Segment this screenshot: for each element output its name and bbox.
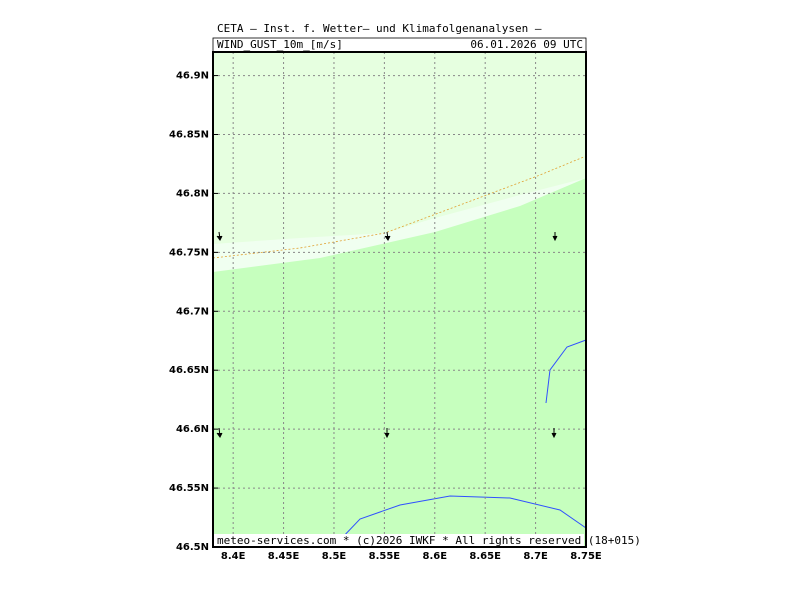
wind-arrows: [216, 231, 558, 439]
frame: [212, 51, 587, 548]
wind-arrow: [552, 232, 558, 242]
contour-line: [545, 339, 587, 404]
x-tick-label: 8.75E: [570, 551, 602, 562]
shade-mid: [213, 178, 586, 547]
header-title: CETA – Inst. f. Wetter– und Klimafolgena…: [217, 22, 542, 35]
y-tick-label: 46.65N: [169, 365, 209, 376]
y-tick-label: 46.85N: [169, 130, 209, 141]
y-tick-label: 46.75N: [169, 247, 209, 258]
y-tick-label: 46.5N: [176, 542, 209, 553]
wind-arrow: [551, 428, 557, 439]
y-tick-label: 46.7N: [176, 306, 209, 317]
y-tick-label: 46.55N: [169, 483, 209, 494]
x-tick-label: 8.4E: [221, 551, 246, 562]
wind-arrow: [384, 428, 390, 439]
footer-text: meteo-services.com * (c)2026 IWKF * All …: [217, 534, 641, 547]
footer-box: [214, 534, 584, 546]
x-tick-label: 8.5E: [322, 551, 347, 562]
x-tick-label: 8.65E: [469, 551, 501, 562]
contour-line: [339, 495, 587, 541]
wind-arrow: [216, 427, 223, 438]
wind-arrow: [384, 231, 391, 241]
y-tick-label: 46.6N: [176, 424, 209, 435]
x-tick-label: 8.45E: [268, 551, 300, 562]
field-name: WIND_GUST_10m_[m/s]: [217, 38, 343, 51]
y-tick-label: 46.8N: [176, 188, 209, 199]
x-tick-label: 8.6E: [423, 551, 448, 562]
valid-time: 06.01.2026 09 UTC: [470, 38, 583, 51]
plot-area: meteo-services.com * (c)2026 IWKF * All …: [212, 51, 641, 548]
x-tick-label: 8.7E: [523, 551, 548, 562]
wind-arrow: [216, 231, 223, 241]
y-tick-label: 46.9N: [176, 71, 209, 82]
contour-dotted: [212, 155, 587, 259]
x-tick-label: 8.55E: [369, 551, 401, 562]
